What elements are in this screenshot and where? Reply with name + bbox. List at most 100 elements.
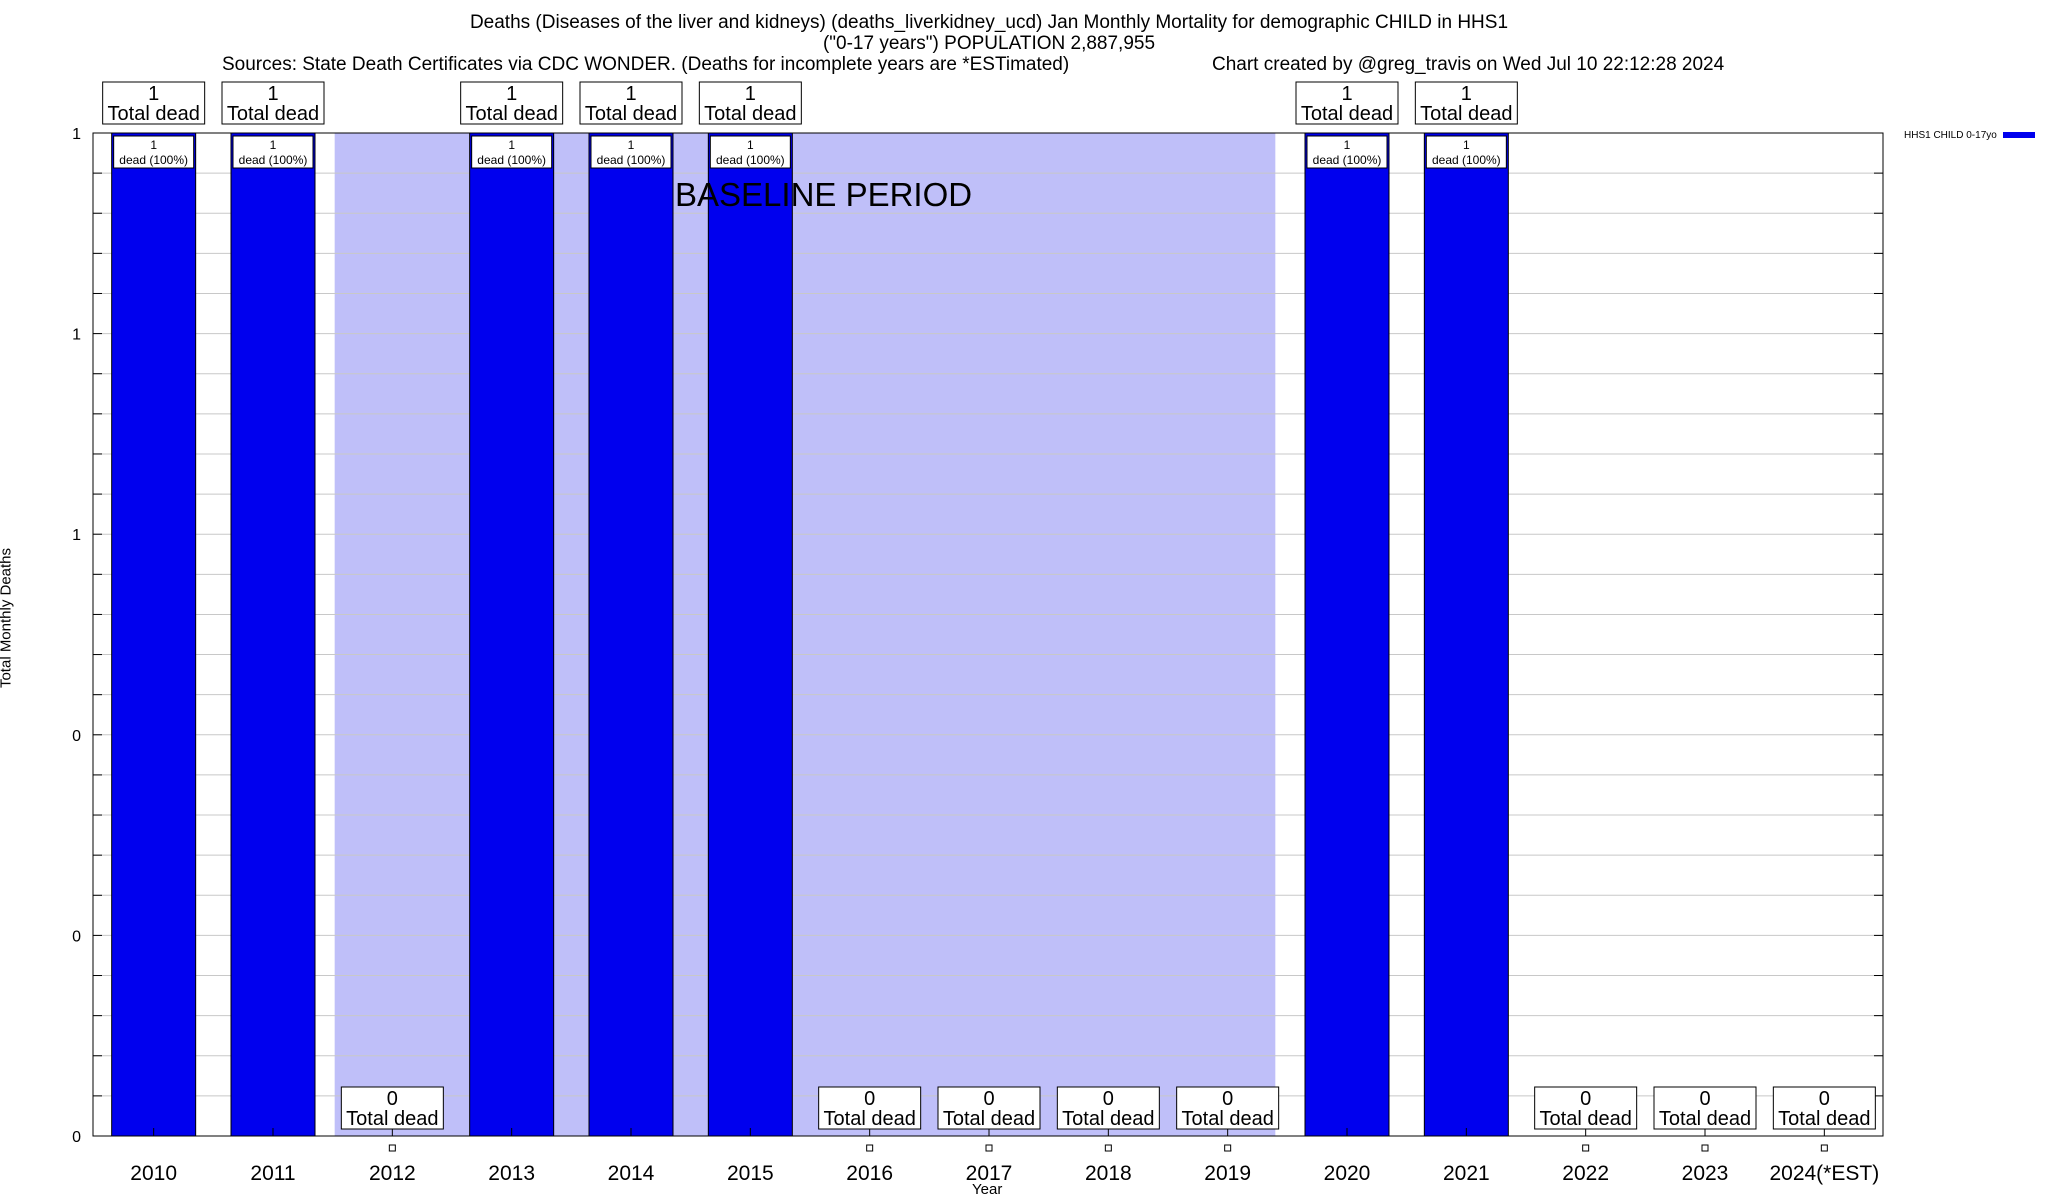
zero-marker <box>1820 1144 1828 1152</box>
total-label-value: 1 <box>745 83 756 105</box>
total-label-value: 0 <box>1222 1088 1233 1110</box>
bar <box>111 132 197 1137</box>
total-label-box <box>1414 81 1518 125</box>
total-label-value: 0 <box>983 1088 994 1110</box>
total-label-text: Total dead <box>585 103 677 125</box>
zero-marker <box>1224 1144 1232 1152</box>
total-label-text: Total dead <box>1778 1108 1870 1130</box>
total-label-box <box>460 81 564 125</box>
plot-border <box>92 132 1884 1137</box>
x-tick-label: 2015 <box>727 1162 774 1185</box>
bar <box>469 132 555 1137</box>
total-label-box <box>102 81 206 125</box>
bar <box>1423 132 1509 1137</box>
total-label-box <box>937 1086 1041 1130</box>
x-tick-label: 2010 <box>130 1162 177 1185</box>
total-label-box <box>1653 1086 1757 1130</box>
total-label-text: Total dead <box>108 103 200 125</box>
y-tick-label: 1 <box>72 327 81 344</box>
x-tick-label: 2016 <box>846 1162 893 1185</box>
bar <box>707 132 793 1137</box>
total-label-text: Total dead <box>1540 1108 1632 1130</box>
x-tick-label: 2024(*EST) <box>1769 1162 1879 1185</box>
total-label-box <box>1176 1086 1280 1130</box>
total-label-value: 0 <box>1819 1088 1830 1110</box>
bar-label-box <box>232 135 314 169</box>
x-tick-label: 2017 <box>966 1162 1013 1185</box>
total-label-text: Total dead <box>466 103 558 125</box>
total-label-box <box>340 1086 444 1130</box>
x-tick-label: 2023 <box>1682 1162 1729 1185</box>
total-label-value: 1 <box>625 83 636 105</box>
zero-marker <box>1582 1144 1590 1152</box>
total-label-box <box>818 1086 922 1130</box>
total-label-value: 0 <box>387 1088 398 1110</box>
total-label-value: 1 <box>267 83 278 105</box>
chart-title: Deaths (Diseases of the liver and kidney… <box>469 12 1509 33</box>
total-label-text: Total dead <box>1182 1108 1274 1130</box>
total-label-text: Total dead <box>824 1108 916 1130</box>
total-label-box <box>221 81 325 125</box>
bar-label-text: dead (100%) <box>1313 153 1382 167</box>
total-label-box <box>1534 1086 1638 1130</box>
total-label-box <box>579 81 683 125</box>
bar-label-value: 1 <box>508 138 515 152</box>
zero-marker <box>866 1144 874 1152</box>
x-tick-label: 2018 <box>1085 1162 1132 1185</box>
bar-label-text: dead (100%) <box>239 153 308 167</box>
x-axis-label: Year <box>972 1181 1003 1198</box>
chart-credit: Chart created by @greg_travis on Wed Jul… <box>1212 54 1725 75</box>
bar-label-value: 1 <box>628 138 635 152</box>
total-label-value: 0 <box>1580 1088 1591 1110</box>
total-label-box <box>698 81 802 125</box>
x-tick-label: 2014 <box>608 1162 655 1185</box>
y-axis-label: Total Monthly Deaths <box>0 547 15 689</box>
x-tick-label: 2012 <box>369 1162 416 1185</box>
bar-label-box <box>709 135 791 169</box>
total-label-value: 1 <box>506 83 517 105</box>
bar-label-value: 1 <box>1463 138 1470 152</box>
zero-marker <box>985 1144 993 1152</box>
bar-label-box <box>1306 135 1388 169</box>
legend-swatch <box>2002 132 2035 139</box>
total-label-text: Total dead <box>346 1108 438 1130</box>
zero-marker <box>1701 1144 1709 1152</box>
bar-label-box <box>113 135 195 169</box>
bar-label-box <box>590 135 672 169</box>
total-label-text: Total dead <box>1301 103 1393 125</box>
bar <box>588 132 674 1137</box>
total-label-value: 0 <box>1699 1088 1710 1110</box>
y-tick-label: 0 <box>72 1129 81 1146</box>
total-label-box <box>1295 81 1399 125</box>
total-label-text: Total dead <box>1420 103 1512 125</box>
x-tick-label: 2011 <box>250 1162 295 1185</box>
x-tick-label: 2021 <box>1443 1162 1490 1185</box>
y-tick-label: 1 <box>72 126 81 143</box>
bar-label-value: 1 <box>270 138 277 152</box>
x-tick-label: 2019 <box>1204 1162 1251 1185</box>
bar <box>230 132 316 1137</box>
x-tick-label: 2022 <box>1562 1162 1609 1185</box>
total-label-value: 1 <box>1341 83 1352 105</box>
bar-label-value: 1 <box>150 138 157 152</box>
y-tick-label: 1 <box>72 527 81 544</box>
bar-label-text: dead (100%) <box>716 153 785 167</box>
bar-label-text: dead (100%) <box>477 153 546 167</box>
x-tick-label: 2013 <box>488 1162 535 1185</box>
zero-marker <box>1104 1144 1112 1152</box>
total-label-text: Total dead <box>704 103 796 125</box>
total-label-text: Total dead <box>1659 1108 1751 1130</box>
total-label-text: Total dead <box>1062 1108 1154 1130</box>
total-label-text: Total dead <box>227 103 319 125</box>
total-label-value: 1 <box>148 83 159 105</box>
baseline-label: BASELINE PERIOD <box>675 176 972 213</box>
total-label-value: 0 <box>1103 1088 1114 1110</box>
total-label-text: Total dead <box>943 1108 1035 1130</box>
x-tick-label: 2020 <box>1324 1162 1371 1185</box>
chart-sources: Sources: State Death Certificates via CD… <box>222 54 1070 75</box>
bar-label-value: 1 <box>1344 138 1351 152</box>
bar-label-box <box>471 135 553 169</box>
bar-label-box <box>1425 135 1507 169</box>
bar <box>1304 132 1390 1137</box>
